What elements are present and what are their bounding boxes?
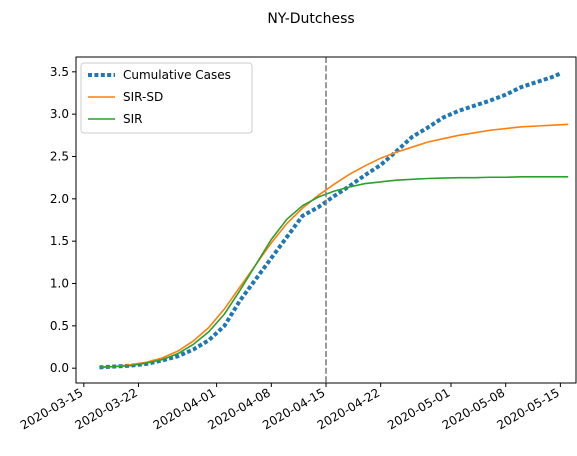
y-tick-label-2: 1.0: [50, 277, 69, 291]
y-tick-label-5: 2.5: [50, 149, 69, 163]
y-tick-label-4: 2.0: [50, 192, 69, 206]
plot-area: 0.00.51.01.52.02.53.03.52020-03-152020-0…: [18, 56, 577, 432]
y-tick-label-0: 0.0: [50, 361, 69, 375]
legend-box: [80, 62, 253, 134]
chart-title: NY-Dutchess: [267, 11, 354, 27]
series-line-1: [99, 123, 569, 369]
x-tick-label-5: 2020-04-22: [315, 385, 382, 432]
y-tick-label-7: 3.5: [50, 65, 69, 79]
y-tick-label-3: 1.5: [50, 234, 69, 248]
y-tick-label-6: 3.0: [50, 107, 69, 121]
legend-label-1: SIR-SD: [123, 90, 163, 104]
series-line-2: [99, 176, 569, 369]
x-tick-label-1: 2020-03-22: [73, 385, 140, 432]
series-line-0: [99, 71, 562, 370]
x-tick-label-8: 2020-05-15: [494, 385, 561, 432]
legend-label-0: Cumulative Cases: [123, 68, 231, 82]
legend: Cumulative Cases SIR-SD SIR: [80, 62, 253, 134]
y-tick-label-1: 0.5: [50, 319, 69, 333]
legend-label-2: SIR: [123, 112, 143, 126]
